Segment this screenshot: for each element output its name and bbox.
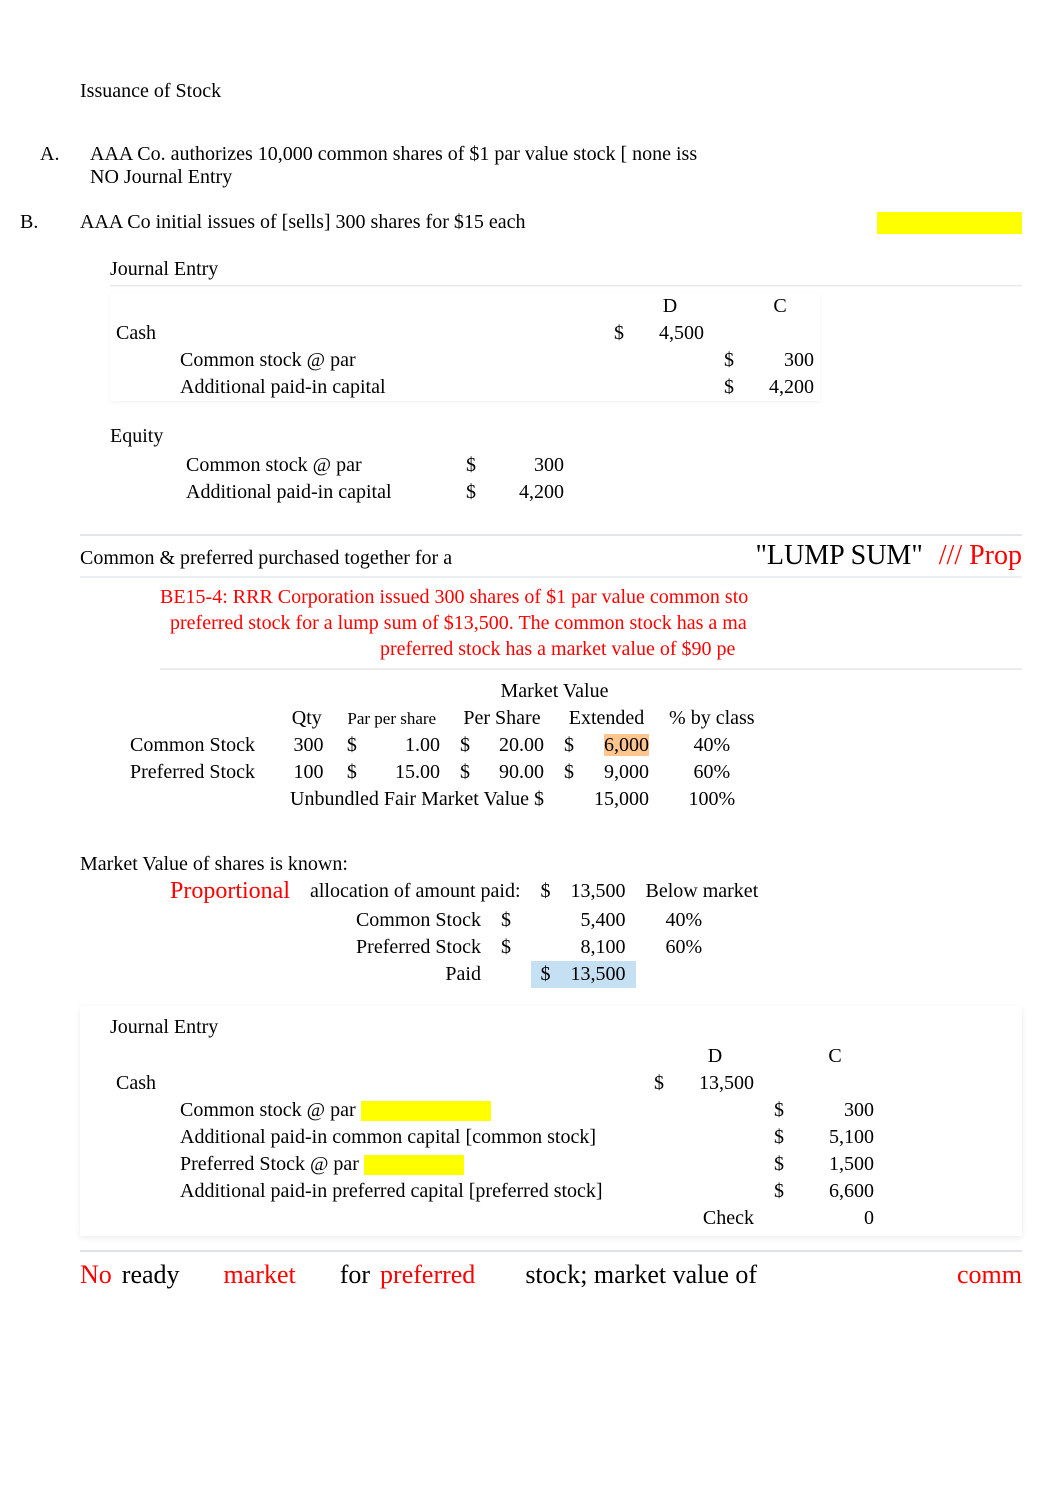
- problem-line3: preferred stock has a market value of $9…: [160, 636, 1022, 662]
- journal-entry-1-table: D C Cash $ 4,500 Common stock @ par $ 30…: [110, 293, 820, 401]
- item-b-line: AAA Co initial issues of [sells] 300 sha…: [80, 211, 525, 234]
- journal-entry-2: Journal Entry D C Cash $ 13,500 Common s…: [80, 1006, 1022, 1236]
- alloc-total: 13,500: [561, 876, 636, 907]
- journal-entry-1-label: Journal Entry: [110, 258, 1022, 281]
- col-d-header: D: [630, 293, 710, 320]
- market-value-table: Market Value Qty Par per share Per Share…: [120, 678, 765, 813]
- table-row: Additional paid-in capital $ 4,200: [180, 479, 570, 506]
- table-row: Preferred Stock @ par $ 1,500: [110, 1151, 880, 1178]
- lump-prop-text: /// Prop: [939, 540, 1022, 572]
- check-value: 0: [790, 1205, 880, 1232]
- page-title: Issuance of Stock: [80, 80, 1022, 103]
- problem-line2: preferred stock for a lump sum of $13,50…: [160, 610, 1022, 636]
- table-row: Check 0: [110, 1205, 880, 1232]
- equity-label: Equity: [110, 425, 1022, 448]
- table-row: Additional paid-in common capital [commo…: [110, 1124, 880, 1151]
- item-b-letter: B.: [20, 211, 80, 234]
- alloc-header: allocation of amount paid:: [300, 876, 531, 907]
- table-row: Cash $ 13,500: [110, 1070, 880, 1097]
- mv-col-qty: Qty: [280, 705, 334, 732]
- footer-line: No ready market for preferred stock; mar…: [80, 1250, 1022, 1290]
- check-label: Check: [670, 1205, 760, 1232]
- mv-col-pct: % by class: [659, 705, 765, 732]
- proportional-label: Proportional: [170, 878, 290, 904]
- table-row: Common Stock 300 $ 1.00 $ 20.00 $ 6,000 …: [120, 732, 765, 759]
- mv-col-pershare: Per Share: [450, 705, 554, 732]
- highlight-strip: [361, 1101, 491, 1121]
- col-d-header: D: [670, 1043, 760, 1070]
- allocation-table: Proportional allocation of amount paid: …: [160, 876, 768, 988]
- col-c-header: C: [740, 293, 820, 320]
- table-row: Preferred Stock 100 $ 15.00 $ 90.00 $ 9,…: [120, 759, 765, 786]
- table-row: Common stock @ par $ 300: [180, 452, 570, 479]
- highlight-strip: [877, 212, 1022, 234]
- mv-known-label: Market Value of shares is known:: [80, 853, 1022, 876]
- journal-entry-2-table: D C Cash $ 13,500 Common stock @ par $ 3…: [110, 1043, 880, 1232]
- item-a: A. AAA Co. authorizes 10,000 common shar…: [80, 143, 1022, 189]
- table-row: Additional paid-in capital $ 4,200: [110, 374, 820, 401]
- item-a-line1: AAA Co. authorizes 10,000 common shares …: [90, 143, 1022, 166]
- mv-header-top: Market Value: [450, 678, 659, 705]
- lump-left-text: Common & preferred purchased together fo…: [80, 547, 755, 570]
- table-row: Preferred Stock $ 8,100 60%: [160, 934, 768, 961]
- item-a-line2: NO Journal Entry: [90, 166, 1022, 189]
- item-b: B. AAA Co initial issues of [sells] 300 …: [80, 211, 1022, 234]
- lump-sum-heading: Common & preferred purchased together fo…: [80, 534, 1022, 578]
- alloc-note: Below market: [636, 876, 769, 907]
- table-row: Additional paid-in preferred capital [pr…: [110, 1178, 880, 1205]
- table-row: Unbundled Fair Market Value $ 15,000 100…: [120, 786, 765, 813]
- problem-text: BE15-4: RRR Corporation issued 300 share…: [160, 584, 1022, 670]
- mv-col-par: Par per share: [334, 705, 450, 732]
- problem-line1: BE15-4: RRR Corporation issued 300 share…: [160, 584, 1022, 610]
- table-row: Paid $ 13,500: [160, 961, 768, 988]
- table-row: Common stock @ par $ 300: [110, 347, 820, 374]
- table-row: Common stock @ par $ 300: [110, 1097, 880, 1124]
- highlight-strip: [364, 1155, 464, 1175]
- item-a-letter: A.: [40, 143, 90, 189]
- journal-entry-2-label: Journal Entry: [110, 1016, 1022, 1039]
- lump-sum-text: "LUMP SUM": [755, 540, 938, 572]
- table-row: Common Stock $ 5,400 40%: [160, 907, 768, 934]
- mv-col-ext: Extended: [554, 705, 659, 732]
- equity-table: Common stock @ par $ 300 Additional paid…: [180, 452, 570, 506]
- col-c-header: C: [790, 1043, 880, 1070]
- table-row: Cash $ 4,500: [110, 320, 820, 347]
